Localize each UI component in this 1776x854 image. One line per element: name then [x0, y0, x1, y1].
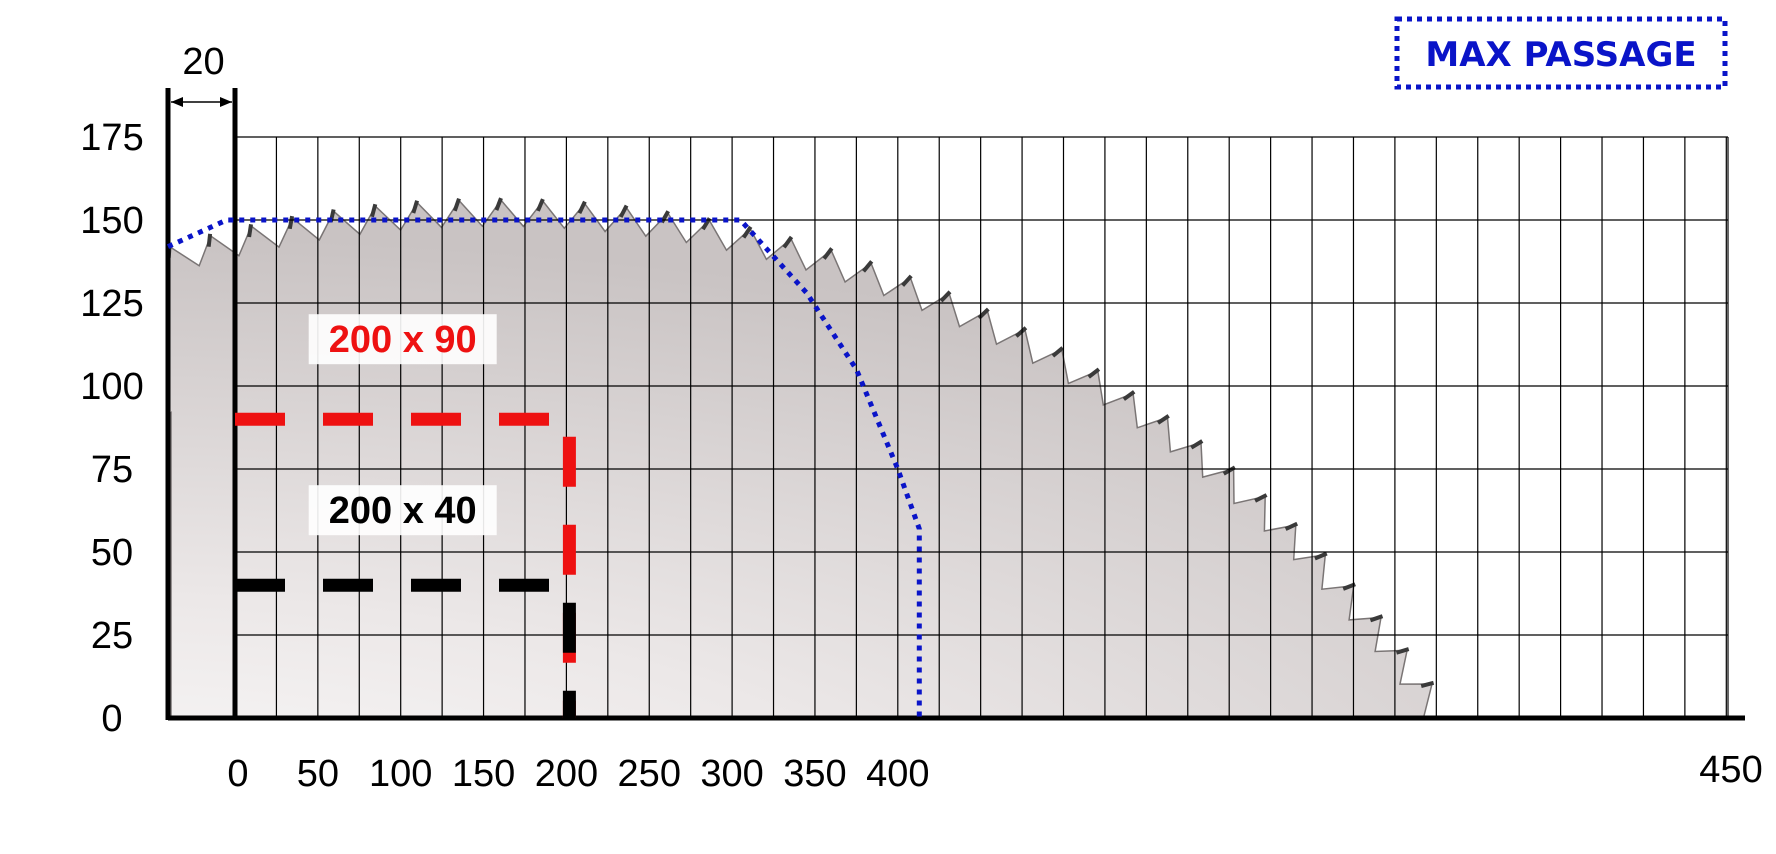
saw-tooth-tip: [411, 200, 420, 214]
saw-tooth-tip: [370, 203, 378, 218]
saw-tooth-tip: [1254, 493, 1268, 503]
saw-tooth-tip: [1369, 614, 1384, 623]
x-tick-label: 300: [700, 753, 763, 795]
y-tick-label: 125: [80, 283, 143, 325]
max-passage-outline: [166, 217, 922, 718]
saw-tooth-tip: [129, 258, 130, 271]
cut-outlines: 200 x 90 200 x 40: [235, 314, 576, 718]
saw-tooth-tip: [618, 204, 629, 218]
saw-tooth-tip: [1314, 551, 1328, 561]
cut-label: 200 x 90: [329, 319, 477, 361]
saw-tooth-tip: [861, 260, 874, 273]
saw-tooth-tip: [247, 224, 253, 238]
y-tick-label: 150: [80, 200, 143, 242]
x-tick-label: 0: [227, 753, 248, 795]
offset-arrowhead-right: [220, 97, 232, 107]
x-tick-label: 400: [866, 753, 929, 795]
offset-label: 20: [182, 41, 224, 83]
saw-tooth-tip: [939, 290, 952, 303]
saw-tooth-tip: [1122, 390, 1136, 401]
legend: MAX PASSAGE: [1394, 16, 1728, 90]
saw-tooth-tip: [1420, 680, 1435, 689]
saw-tooth-tip: [1051, 346, 1064, 358]
saw-tooth-tip: [901, 274, 913, 287]
saw-tooth-tip: [741, 225, 753, 239]
saw-tooth-tip: [1190, 439, 1204, 450]
cut-label-background: [308, 485, 497, 536]
saw-tooth-tip: [287, 215, 295, 230]
x-tick-label: 250: [618, 753, 681, 795]
axes: [165, 88, 1745, 721]
saw-tooth-tip: [1014, 326, 1028, 338]
y-tick-label: 75: [91, 449, 133, 491]
saw-tooth-tip: [1156, 414, 1170, 425]
saw-tooth-tip: [13, 304, 14, 317]
saw-tooth-tip: [1395, 647, 1410, 655]
legend-frame: [1394, 16, 1728, 90]
offset-arrowhead-left: [171, 97, 183, 107]
y-tick-label: 50: [91, 532, 133, 574]
saw-tooth-tip: [452, 197, 461, 212]
x-tick-labels: 0 50 100 150 200 250 300 350 400 450: [227, 749, 1762, 795]
saw-tooth-tip: [822, 247, 834, 260]
cut-label: 200 x 40: [329, 490, 477, 532]
cut-label-background: [308, 314, 497, 365]
saw-tooth-tip: [782, 235, 794, 249]
saw-tooth-tip: [206, 233, 213, 247]
x-tick-label: 150: [452, 753, 515, 795]
y-tick-label: 175: [80, 117, 143, 159]
x-tick-label: 200: [535, 753, 598, 795]
legend-label: MAX PASSAGE: [1425, 35, 1696, 75]
y-tick-label: 0: [101, 698, 122, 740]
y-tick-labels: 0 25 50 75 100 125 150 175: [80, 117, 143, 740]
cut-outline: [235, 578, 576, 718]
saw-tooth-tip: [1284, 521, 1299, 531]
saw-tooth-tip: [577, 200, 587, 215]
saw-tooth-tip: [1087, 367, 1101, 379]
saw-tooth-tip: [1467, 753, 1480, 755]
saw-tooth-tip: [494, 197, 503, 211]
saw-tooth-tip: [536, 198, 545, 212]
x-tick-label: 350: [783, 753, 846, 795]
saw-tooth-tip: [1488, 789, 1501, 791]
offset-dimension: 20: [171, 41, 232, 107]
x-tick-label: 100: [369, 753, 432, 795]
saw-tooth-tip: [51, 287, 52, 300]
x-tick-label: 450: [1699, 749, 1762, 791]
y-tick-label: 100: [80, 366, 143, 408]
y-tick-label: 25: [91, 615, 133, 657]
x-tick-label: 50: [297, 753, 339, 795]
